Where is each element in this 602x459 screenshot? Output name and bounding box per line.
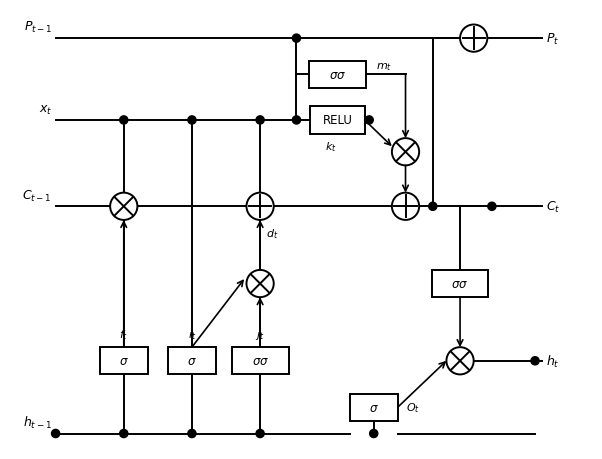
Circle shape xyxy=(52,430,60,437)
Circle shape xyxy=(447,347,474,375)
Circle shape xyxy=(365,117,373,125)
Text: $f_t$: $f_t$ xyxy=(119,328,128,341)
Text: $\sigma\sigma$: $\sigma\sigma$ xyxy=(329,69,346,82)
Circle shape xyxy=(188,117,196,125)
Text: $d_t$: $d_t$ xyxy=(265,226,278,240)
Circle shape xyxy=(370,430,378,437)
Text: RELU: RELU xyxy=(323,114,352,127)
Text: $P_{t-1}$: $P_{t-1}$ xyxy=(23,20,52,35)
FancyBboxPatch shape xyxy=(350,394,397,421)
FancyBboxPatch shape xyxy=(168,347,216,375)
FancyBboxPatch shape xyxy=(310,107,365,134)
Text: $x_t$: $x_t$ xyxy=(39,104,52,117)
Text: $\sigma$: $\sigma$ xyxy=(369,401,379,414)
Circle shape xyxy=(293,117,300,125)
Text: $P_t$: $P_t$ xyxy=(547,32,560,46)
Circle shape xyxy=(246,193,274,220)
Circle shape xyxy=(256,430,264,437)
Circle shape xyxy=(120,430,128,437)
Circle shape xyxy=(392,139,419,166)
Circle shape xyxy=(460,25,488,53)
Circle shape xyxy=(256,117,264,125)
Text: $C_{t-1}$: $C_{t-1}$ xyxy=(22,188,52,203)
Circle shape xyxy=(188,430,196,437)
Text: $\sigma\sigma$: $\sigma\sigma$ xyxy=(252,354,268,368)
Circle shape xyxy=(488,203,496,211)
FancyBboxPatch shape xyxy=(309,62,366,89)
Text: $j_t$: $j_t$ xyxy=(255,328,265,341)
Circle shape xyxy=(120,117,128,125)
Circle shape xyxy=(531,357,539,365)
Text: $m_t$: $m_t$ xyxy=(376,61,392,73)
FancyBboxPatch shape xyxy=(100,347,147,375)
FancyBboxPatch shape xyxy=(432,270,488,297)
Text: $O_t$: $O_t$ xyxy=(406,400,420,414)
FancyBboxPatch shape xyxy=(232,347,288,375)
Text: $h_t$: $h_t$ xyxy=(547,353,560,369)
Circle shape xyxy=(246,270,274,297)
Circle shape xyxy=(293,35,300,43)
Circle shape xyxy=(392,193,419,220)
Circle shape xyxy=(429,203,437,211)
Text: $C_t$: $C_t$ xyxy=(547,199,561,214)
Text: $\sigma\sigma$: $\sigma\sigma$ xyxy=(452,277,468,291)
Text: $h_{t-1}$: $h_{t-1}$ xyxy=(23,414,52,430)
Text: $\sigma$: $\sigma$ xyxy=(187,354,197,368)
Circle shape xyxy=(110,193,137,220)
Text: $i_t$: $i_t$ xyxy=(188,328,196,341)
Text: $\sigma$: $\sigma$ xyxy=(119,354,129,368)
Text: $k_t$: $k_t$ xyxy=(324,140,337,153)
